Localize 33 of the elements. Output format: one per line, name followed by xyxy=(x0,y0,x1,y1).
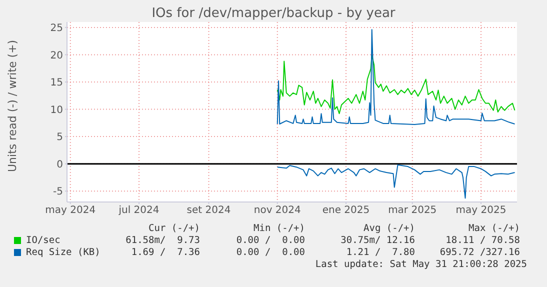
y-tick-label: 10 xyxy=(50,104,63,116)
text: Cur (-/+) xyxy=(148,223,200,234)
text: Min (-/+) xyxy=(254,223,305,234)
y-tick-label: 15 xyxy=(50,78,63,89)
text: Max (-/+) xyxy=(468,223,520,234)
text: 18.11 / 70.58 xyxy=(446,235,520,246)
x-tick-label: may 2024 xyxy=(45,205,96,216)
legend-label: Req Size (KB) xyxy=(26,247,100,258)
line-series xyxy=(276,164,516,199)
x-tick-label: may 2025 xyxy=(456,205,506,216)
x-tick-label: nov 2024 xyxy=(254,205,301,216)
text: 1.21 / 7.80 xyxy=(346,247,415,258)
legend-label: IO/sec xyxy=(26,235,60,246)
y-axis-title: Units read (-) / write (+) xyxy=(6,40,19,172)
x-tick-label: ene 2025 xyxy=(322,205,370,216)
x-tick-label: mar 2025 xyxy=(388,205,437,216)
text: 0.00 / 0.00 xyxy=(236,247,305,258)
text: 30.75m/ 12.16 xyxy=(340,235,415,246)
x-tick-label: set 2024 xyxy=(186,205,231,216)
y-tick-label: 20 xyxy=(50,50,63,62)
text: 61.58m/ 9.73 xyxy=(126,235,200,246)
text: 0.00 / 0.00 xyxy=(236,235,305,246)
text: Last update: Sat May 31 21:00:28 2025 xyxy=(315,259,527,270)
text: 1.69 / 7.36 xyxy=(131,247,200,258)
x-tick-label: jul 2024 xyxy=(118,205,160,216)
y-tick-label: -5 xyxy=(53,186,63,198)
chart-title: IOs for /dev/mapper/backup - by year xyxy=(150,6,396,21)
y-tick-label: 25 xyxy=(50,23,63,34)
text: 695.72 /327.16 xyxy=(440,247,520,258)
y-tick-label: 0 xyxy=(56,159,63,170)
y-tick-label: 5 xyxy=(56,132,63,144)
line-series xyxy=(276,29,516,126)
text: Avg (-/+) xyxy=(364,223,415,234)
